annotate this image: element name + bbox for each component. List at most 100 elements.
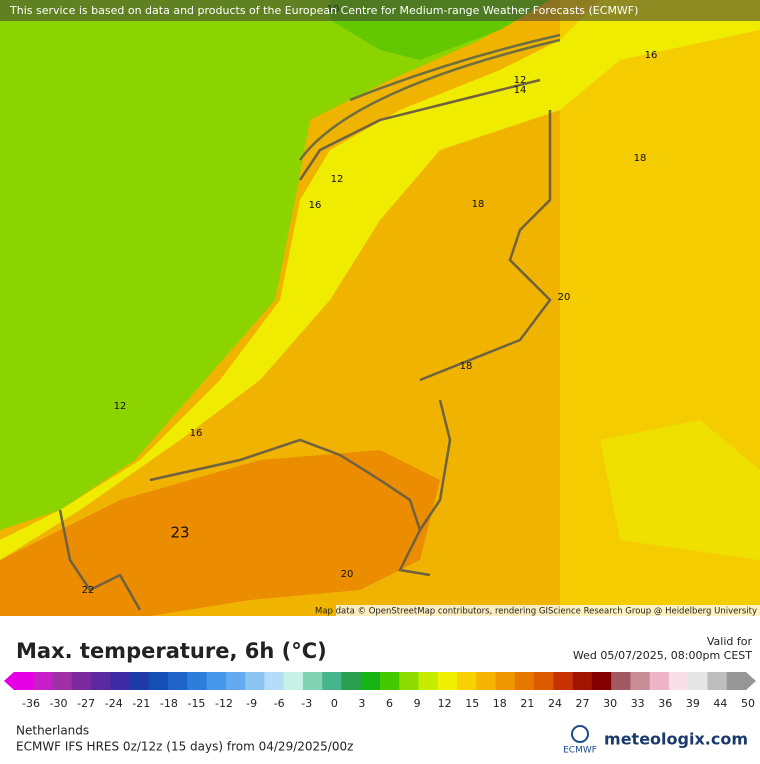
colorbar-segment — [91, 672, 111, 690]
colorbar-label: 6 — [386, 697, 393, 710]
colorbar-segment — [302, 672, 323, 690]
contour-label: 22 — [82, 585, 95, 596]
colorbar-label: -27 — [77, 697, 95, 710]
contour-label: 12 — [114, 401, 127, 412]
ecmwf-icon — [571, 725, 589, 743]
colorbar-label: -21 — [132, 697, 150, 710]
contour-label: 16 — [190, 428, 203, 439]
colorbar-segment — [591, 672, 612, 690]
border — [58, 78, 552, 611]
map: 10 12 14 16 18 12 16 18 20 18 12 16 23 2… — [0, 0, 760, 617]
colorbar-segment — [148, 672, 169, 690]
zone-orange — [0, 450, 440, 616]
contour-label: 14 — [514, 85, 527, 96]
colorbar-segment — [437, 672, 458, 690]
colorbar-segment — [688, 672, 708, 690]
valid-label: Valid for — [707, 635, 753, 648]
colorbar-arrow-left — [4, 672, 14, 690]
colorbar-segment — [668, 672, 689, 690]
colorbar-segment — [33, 672, 54, 690]
colorbar-label: -24 — [105, 697, 123, 710]
colorbar-segment — [572, 672, 593, 690]
colorbar-label: -36 — [22, 697, 40, 710]
colorbar-segment — [360, 672, 381, 690]
colorbar-segment — [630, 672, 651, 690]
colorbar-segment — [322, 672, 342, 690]
colorbar-label: 9 — [414, 697, 421, 710]
colorbar-label: -9 — [246, 697, 257, 710]
colorbar-segment — [457, 672, 477, 690]
colorbar-label: 39 — [686, 697, 700, 710]
banner: This service is based on data and produc… — [9, 4, 638, 17]
colorbar-segment — [611, 672, 631, 690]
colorbar-segment — [399, 672, 420, 690]
colorbar-segment — [514, 672, 535, 690]
zone-lightyellow — [600, 420, 760, 560]
colorbar-label: 15 — [465, 697, 479, 710]
colorbar-segment — [726, 672, 747, 690]
colorbar-label: 30 — [603, 697, 617, 710]
colorbar-label: 27 — [576, 697, 590, 710]
contour-label: 18 — [460, 361, 473, 372]
colorbar-segment — [264, 672, 285, 690]
colorbar-segment — [71, 672, 92, 690]
colorbar-segment — [168, 672, 188, 690]
colorbar-label: 0 — [331, 697, 338, 710]
colorbar-segment — [225, 672, 246, 690]
colorbar-segment — [14, 672, 34, 690]
colorbar-segment — [52, 672, 73, 690]
colorbar-label: 44 — [713, 697, 727, 710]
colorbar-label: -6 — [274, 697, 285, 710]
contour-labels: 10 12 14 16 18 12 16 18 20 18 12 16 23 2… — [82, 4, 658, 596]
ecmwf-logo: ECMWF — [563, 746, 597, 756]
contour-label: 12 — [514, 75, 527, 86]
colorbar: -36 -30 -27 -24 -21 -18 -15 -12 -9 -6 -3 0 3 6 9 12 15 18… — [4, 672, 756, 710]
zone-green — [0, 0, 550, 530]
colorbar-segment — [707, 672, 728, 690]
contour-label: 18 — [472, 199, 485, 210]
colorbar-label: -30 — [50, 697, 68, 710]
colorbar-segment — [341, 672, 362, 690]
contour-label: 18 — [634, 153, 647, 164]
colorbar-label: 24 — [548, 697, 562, 710]
colorbar-segment — [649, 672, 670, 690]
model-info: ECMWF IFS HRES 0z/12z (15 days) from 04/… — [16, 740, 353, 754]
colorbar-label: 12 — [438, 697, 452, 710]
title: Max. temperature, 6h (°C) — [16, 639, 327, 663]
banner-bg — [0, 0, 760, 21]
colorbar-segment — [129, 672, 150, 690]
colorbar-label: 21 — [520, 697, 534, 710]
colorbar-label: -3 — [301, 697, 312, 710]
coast — [298, 33, 561, 161]
colorbar-segment — [534, 672, 554, 690]
colorbar-segment — [418, 672, 439, 690]
colorbar-label: 50 — [741, 697, 755, 710]
colorbar-segment — [283, 672, 304, 690]
contour-label: 16 — [309, 200, 322, 211]
colorbar-segment — [495, 672, 516, 690]
attribution: Map data © OpenStreetMap contributors, r… — [315, 607, 757, 617]
contour-label: 20 — [341, 569, 354, 580]
colorbar-label: -15 — [187, 697, 205, 710]
contour-label: 20 — [558, 292, 571, 303]
colorbar-segment — [380, 672, 400, 690]
zone-yellow — [0, 0, 760, 560]
attribution-bg — [336, 605, 760, 616]
colorbar-label: 18 — [493, 697, 507, 710]
colorbar-segment — [245, 672, 265, 690]
colorbar-label: 36 — [658, 697, 672, 710]
meteologix-logo: meteologix.com — [604, 730, 748, 749]
contour-label: 16 — [645, 50, 658, 61]
colorbar-segment — [553, 672, 574, 690]
colorbar-segment — [110, 672, 131, 690]
contour-label: 12 — [331, 174, 344, 185]
colorbar-label: -18 — [160, 697, 178, 710]
colorbar-segment — [206, 672, 227, 690]
valid-time: Wed 05/07/2025, 08:00pm CEST — [573, 649, 752, 662]
colorbar-arrow-right — [746, 672, 756, 690]
colorbar-label: 33 — [631, 697, 645, 710]
contour-label: 23 — [170, 524, 189, 542]
colorbar-label: 3 — [358, 697, 365, 710]
